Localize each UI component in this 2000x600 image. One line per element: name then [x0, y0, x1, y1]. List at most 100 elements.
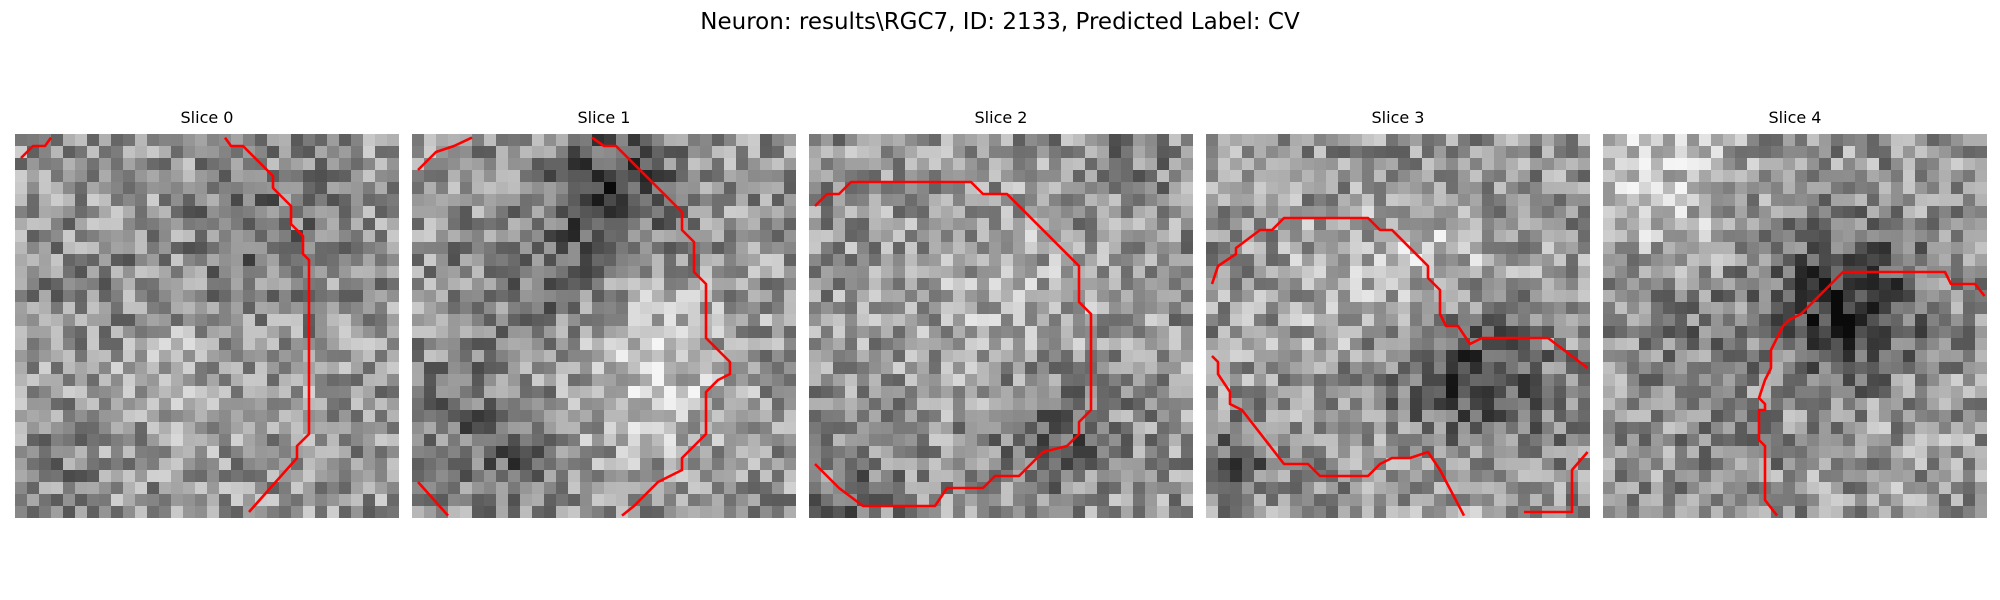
slice-pixel: [1013, 230, 1026, 243]
slice-pixel: [1350, 338, 1363, 351]
slice-pixel: [1819, 422, 1832, 435]
slice-pixel: [1530, 218, 1543, 231]
slice-pixel: [520, 278, 533, 291]
slice-pixel: [592, 494, 605, 507]
slice-pixel: [1386, 422, 1399, 435]
slice-pixel: [1615, 458, 1628, 471]
slice-pixel: [1627, 266, 1640, 279]
slice-pixel: [1061, 278, 1074, 291]
slice-pixel: [1843, 158, 1856, 171]
slice-pixel: [195, 146, 208, 159]
slice-pixel: [1302, 134, 1315, 147]
slice-pixel: [1615, 254, 1628, 267]
slice-pixel: [15, 194, 28, 207]
red-contour-line: [1210, 216, 1589, 370]
slice-pixel: [1566, 434, 1579, 447]
slice-pixel: [1362, 170, 1375, 183]
slice-pixel: [1566, 146, 1579, 159]
slice-pixel: [1939, 146, 1952, 159]
slice-pixel: [1542, 470, 1555, 483]
slice-pixel: [63, 158, 76, 171]
slice-pixel: [1843, 446, 1856, 459]
slice-pixel: [568, 506, 581, 518]
slice-pixel: [1699, 278, 1712, 291]
slice-pixel: [159, 254, 172, 267]
slice-pixel: [556, 494, 569, 507]
slice-pixel: [39, 314, 52, 327]
slice-pixel: [1133, 446, 1146, 459]
slice-pixel: [1675, 170, 1688, 183]
slice-pixel: [905, 434, 918, 447]
slice-pixel: [881, 242, 894, 255]
slice-pixel: [1350, 206, 1363, 219]
slice-pixel: [676, 410, 689, 423]
slice-pixel: [1109, 494, 1122, 507]
slice-pixel: [255, 206, 268, 219]
slice-pixel: [1230, 182, 1243, 195]
slice-pixel: [592, 482, 605, 495]
slice-pixel: [989, 350, 1002, 363]
slice-pixel: [1711, 338, 1724, 351]
slice-pixel: [917, 410, 930, 423]
slice-pixel: [845, 458, 858, 471]
slice-pixel: [1374, 470, 1387, 483]
slice-pixel: [1518, 158, 1531, 171]
slice-pixel: [412, 146, 425, 159]
slice-pixel: [893, 422, 906, 435]
slice-pixel: [965, 290, 978, 303]
slice-pixel: [135, 206, 148, 219]
slice-pixel: [1687, 266, 1700, 279]
slice-pixel: [255, 458, 268, 471]
slice-pixel: [291, 338, 304, 351]
slice-pixel: [1855, 290, 1868, 303]
slice-pixel: [1530, 482, 1543, 495]
slice-pixel: [1097, 434, 1110, 447]
slice-pixel: [448, 146, 461, 159]
slice-pixel: [857, 314, 870, 327]
slice-pixel: [544, 302, 557, 315]
slice-pixel: [1939, 230, 1952, 243]
slice-pixel: [700, 506, 713, 518]
slice-pixel: [1542, 230, 1555, 243]
slice-pixel: [1903, 374, 1916, 387]
slice-pixel: [1025, 278, 1038, 291]
slice-pixel: [460, 434, 473, 447]
slice-pixel: [1783, 182, 1796, 195]
slice-pixel: [1843, 338, 1856, 351]
slice-pixel: [472, 230, 485, 243]
slice-pixel: [1627, 254, 1640, 267]
slice-pixel: [1218, 410, 1231, 423]
slice-pixel: [1687, 182, 1700, 195]
slice-pixel: [1434, 470, 1447, 483]
slice-pixel: [1157, 422, 1170, 435]
slice-pixel: [231, 314, 244, 327]
slice-pixel: [1470, 266, 1483, 279]
slice-pixel: [1554, 374, 1567, 387]
slice-pixel: [1290, 218, 1303, 231]
slice-pixel: [556, 470, 569, 483]
slice-pixel: [472, 446, 485, 459]
slice-pixel: [965, 266, 978, 279]
slice-pixel: [664, 350, 677, 363]
slice-pixel: [448, 362, 461, 375]
slice-pixel: [652, 278, 665, 291]
slice-pixel: [592, 506, 605, 518]
slice-pixel: [1410, 146, 1423, 159]
slice-pixel: [123, 266, 136, 279]
slice-pixel: [1603, 278, 1616, 291]
slice-pixel: [1542, 398, 1555, 411]
slice-pixel: [448, 326, 461, 339]
slice-pixel: [1939, 254, 1952, 267]
slice-pixel: [784, 266, 796, 279]
slice-pixel: [616, 506, 629, 518]
slice-pixel: [1578, 494, 1590, 507]
slice-pixel: [1290, 290, 1303, 303]
slice-pixel: [1723, 254, 1736, 267]
slice-pixel: [1350, 446, 1363, 459]
slice-pixel: [1675, 374, 1688, 387]
slice-pixel: [1446, 338, 1459, 351]
slice-pixel: [1795, 398, 1808, 411]
slice-pixel: [1747, 170, 1760, 183]
slice-pixel: [520, 266, 533, 279]
slice-pixel: [616, 230, 629, 243]
